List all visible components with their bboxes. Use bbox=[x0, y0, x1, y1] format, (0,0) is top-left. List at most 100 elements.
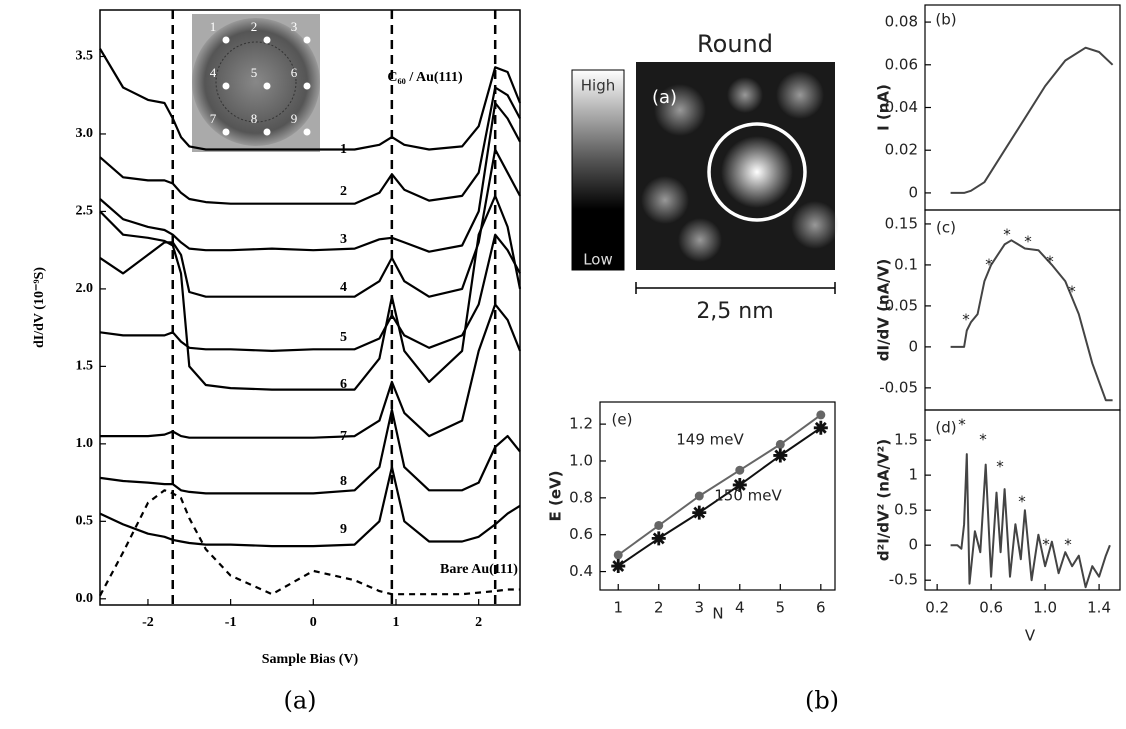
y-tick-label: 0.1 bbox=[894, 255, 918, 273]
series-line bbox=[99, 233, 521, 352]
x-axis-label: Sample Bias (V) bbox=[262, 652, 359, 667]
colorbar-high: High bbox=[581, 77, 615, 95]
y-tick-label: 0.8 bbox=[569, 488, 593, 506]
x-tick-label: -1 bbox=[225, 615, 237, 630]
annotation: * bbox=[985, 256, 993, 274]
series-label: 3 bbox=[340, 232, 347, 247]
annotation: * bbox=[996, 458, 1004, 476]
y-axis-label: dI/dV (nA/V) bbox=[875, 259, 893, 361]
y-tick-label: -0.5 bbox=[889, 571, 918, 589]
series-line bbox=[99, 194, 522, 391]
point bbox=[813, 420, 828, 435]
x-tick-label: 2 bbox=[475, 615, 482, 630]
y-axis-label: dI/dV (10⁻⁹S) bbox=[32, 267, 47, 348]
y-axis-label: I (nA) bbox=[875, 84, 893, 131]
inset-image bbox=[192, 14, 320, 152]
stm-image bbox=[571, 62, 839, 294]
image-label: (a) bbox=[652, 87, 677, 108]
series-label: 8 bbox=[340, 474, 347, 489]
caption: (b) bbox=[805, 687, 839, 715]
x-tick-label: 4 bbox=[735, 599, 745, 617]
y-tick-label: 0.4 bbox=[569, 562, 593, 580]
panel-label: (d) bbox=[935, 419, 956, 437]
x-tick-label: 1.0 bbox=[1033, 599, 1057, 617]
series-line bbox=[100, 303, 522, 439]
panel-label: (e) bbox=[612, 411, 633, 429]
y-tick-label: 0 bbox=[908, 337, 918, 355]
annotation: * bbox=[1024, 233, 1032, 251]
inset-label: 9 bbox=[291, 111, 298, 126]
series-line bbox=[617, 426, 822, 567]
annotation: * bbox=[1064, 536, 1072, 554]
y-axis-label: d²I/dV² (nA/V²) bbox=[875, 439, 893, 561]
caption: (a) bbox=[283, 687, 316, 715]
x-tick-label: -2 bbox=[142, 615, 154, 630]
annotation: * bbox=[1003, 226, 1011, 244]
y-tick-label: 0.04 bbox=[885, 98, 918, 116]
point bbox=[773, 448, 788, 463]
series-line bbox=[99, 466, 521, 548]
x-tick-label: 3 bbox=[694, 599, 704, 617]
annotation: * bbox=[1042, 536, 1050, 554]
x-axis-label: V bbox=[1025, 627, 1036, 645]
series-label: 2 bbox=[340, 184, 347, 199]
series-line bbox=[950, 46, 1114, 194]
series-label: Bare Au(111) bbox=[440, 562, 518, 577]
inset-label: 4 bbox=[210, 65, 217, 80]
y-tick-label: 2.0 bbox=[76, 281, 94, 296]
series-line bbox=[99, 86, 521, 205]
inset-label: 3 bbox=[291, 19, 298, 34]
y-tick-label: 0 bbox=[908, 536, 918, 554]
series-line bbox=[617, 414, 822, 556]
plot-frame bbox=[599, 401, 836, 591]
y-tick-label: 1.0 bbox=[569, 451, 593, 469]
x-tick-label: 0.2 bbox=[925, 599, 949, 617]
inset-dot bbox=[263, 128, 271, 136]
inset-dot bbox=[303, 82, 311, 90]
y-axis-label: E (eV) bbox=[547, 471, 565, 522]
y-tick-label: 3.0 bbox=[76, 126, 94, 141]
series-label: 7 bbox=[340, 429, 347, 444]
x-tick-label: 0 bbox=[310, 615, 317, 630]
y-tick-label: 0.06 bbox=[885, 55, 918, 73]
series-line bbox=[99, 489, 520, 597]
panel-label: (c) bbox=[936, 219, 956, 237]
annotation: * bbox=[1068, 283, 1076, 301]
series-label: 6 bbox=[340, 377, 347, 392]
annotation: * bbox=[1046, 253, 1054, 271]
inset-dot bbox=[222, 82, 230, 90]
series-line bbox=[99, 101, 521, 253]
point bbox=[775, 439, 785, 449]
annotation: * bbox=[1018, 493, 1026, 511]
y-tick-label: 0.6 bbox=[569, 525, 593, 543]
image-title: Round bbox=[697, 30, 773, 58]
y-tick-label: 1.5 bbox=[894, 431, 918, 449]
inset-label: 5 bbox=[251, 65, 258, 80]
x-tick-label: 1 bbox=[392, 615, 399, 630]
series-label: 4 bbox=[340, 280, 347, 295]
plot-frame bbox=[924, 409, 1121, 591]
annotation: * bbox=[979, 431, 987, 449]
y-tick-label: 1.5 bbox=[76, 359, 94, 374]
plot-frame bbox=[924, 4, 1121, 211]
y-tick-label: 0.08 bbox=[885, 13, 918, 31]
y-tick-label: 0.0 bbox=[76, 591, 94, 606]
panel-label: (b) bbox=[935, 11, 956, 29]
y-tick-label: -0.05 bbox=[879, 378, 918, 396]
annotation: 149 meV bbox=[676, 431, 744, 449]
annotation: C₆₀ / Au(111) bbox=[387, 70, 463, 85]
y-tick-label: 2.5 bbox=[76, 204, 94, 219]
plot-frame bbox=[99, 9, 521, 606]
inset-label: 8 bbox=[251, 111, 258, 126]
plot-frame bbox=[924, 209, 1121, 411]
x-tick-label: 6 bbox=[816, 599, 826, 617]
inset-dot bbox=[222, 36, 230, 44]
y-tick-label: 0.5 bbox=[894, 501, 918, 519]
series-label: 9 bbox=[340, 522, 347, 537]
point bbox=[611, 559, 626, 574]
point bbox=[692, 505, 707, 520]
x-tick-label: 2 bbox=[654, 599, 664, 617]
x-tick-label: 5 bbox=[776, 599, 786, 617]
series-line bbox=[950, 239, 1113, 402]
